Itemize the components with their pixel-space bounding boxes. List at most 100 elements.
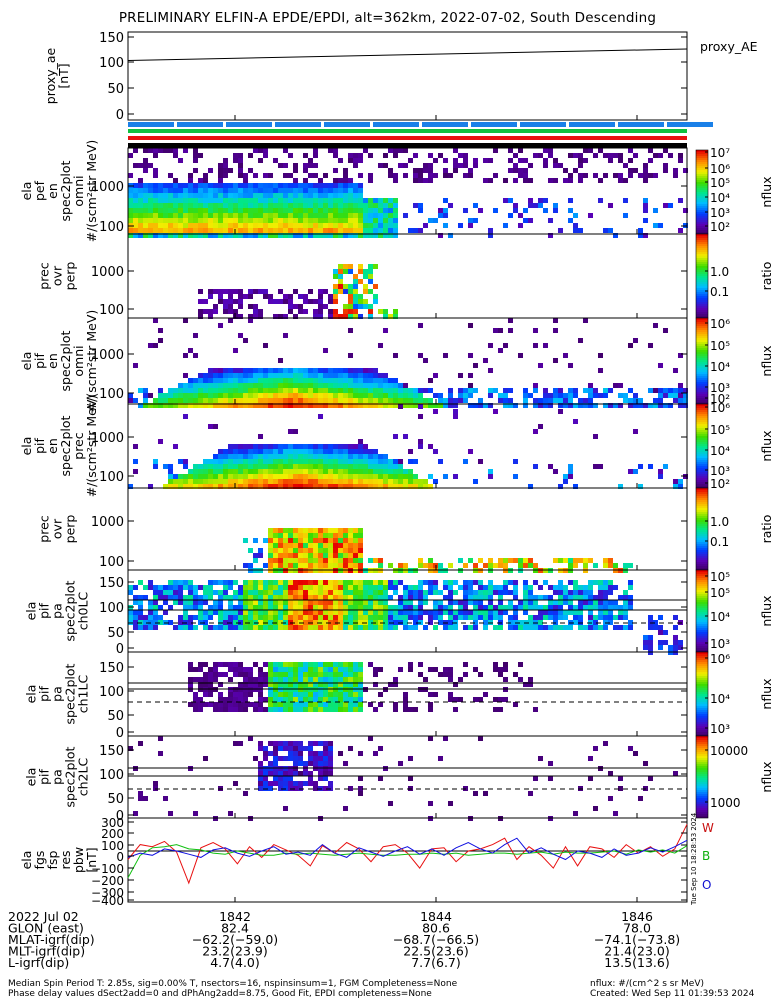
spectrogram-cell [188,203,193,208]
spectrogram-cell [293,459,298,464]
colorbar-cell [696,686,708,688]
spectrogram-cell [528,563,533,568]
spectrogram-cell [168,484,173,489]
spectrogram-cell [343,223,348,228]
spectrogram-cell [198,223,203,228]
spectrogram-cell [313,449,318,454]
spectrogram-cell [238,223,243,228]
spectrogram-cell [338,403,343,408]
colorbar-cell [696,346,708,348]
spectrogram-cell [373,299,378,304]
spectrogram-cell [188,223,193,228]
spectrogram-cell [303,388,308,393]
spectrogram-cell [503,558,508,563]
spectrogram-cell [383,403,388,408]
spectrogram-cell [343,558,348,563]
spectrogram-cell [568,178,573,183]
spectrogram-cell [263,368,268,373]
colorbar-cell [696,240,708,242]
spectrogram-cell [613,153,618,158]
spectrogram-cell [423,610,428,615]
spectrogram-cell [278,692,283,697]
spectrogram-cell [533,429,538,434]
spectrogram-cell [213,378,218,383]
spectrogram-cell [258,378,263,383]
spectrogram-cell [173,148,178,153]
spectrogram-cell [513,672,518,677]
spectrogram-cell [328,761,333,766]
spectrogram-cell [258,741,263,746]
colorbar-cell [696,340,708,342]
spectrogram-cell [208,610,213,615]
spectrogram-cell [588,615,593,620]
spectrogram-cell [323,682,328,687]
spectrogram-cell [318,625,323,630]
colorbar-cell [696,766,708,768]
colorbar-tick-label: 10⁵ [710,176,730,190]
spectrogram-cell [568,198,573,203]
spectrogram-cell [353,563,358,568]
colorbar-tick-label: 10⁶ [710,401,730,415]
spectrogram-cell [273,469,278,474]
spectrogram-cell [328,756,333,761]
spectrogram-cell [368,393,373,398]
spectrogram-cell [238,454,243,459]
spectrogram-cell [383,328,388,333]
spectrogram-cell [208,590,213,595]
footer-row-value: 23.2(23.9) [202,944,267,959]
spectrogram-cell [548,761,553,766]
spectrogram-cell [163,193,168,198]
spectrogram-cell [288,751,293,756]
colorbar-cell [696,392,708,394]
spectrogram-cell [298,543,303,548]
spectrogram-cell [128,173,133,178]
spectrogram-cell [348,383,353,388]
spectrogram-cell [223,585,228,590]
spectrogram-cell [438,672,443,677]
spectrogram-cell [353,304,358,309]
spectrogram-cell [258,610,263,615]
colorbar-cell [696,410,708,412]
spectrogram-cell [218,590,223,595]
spectrogram-cell [653,208,658,213]
spectrogram-cell [243,464,248,469]
spectrogram-cell [398,469,403,474]
spectrogram-cell [323,233,328,238]
spectrogram-cell [398,484,403,489]
spectrogram-cell [578,605,583,610]
spectrogram-cell [258,193,263,198]
spectrogram-cell [148,218,153,223]
spectrogram-cell [368,388,373,393]
spectrogram-cell [433,403,438,408]
spectrogram-cell [373,479,378,484]
spectrogram-cell [383,393,388,398]
y-tick-label: 100 [99,387,124,402]
spectrogram-cell [313,188,318,193]
spectrogram-cell [323,615,328,620]
spectrogram-cell [243,173,248,178]
spectrogram-cell [283,677,288,682]
spectrogram-cell [153,585,158,590]
spectrogram-cell [428,736,433,741]
spectrogram-cell [363,388,368,393]
colorbar-cell [696,664,708,666]
spectrogram-cell [243,338,248,343]
spectrogram-cell [198,484,203,489]
spectrogram-cell [128,228,133,233]
spectrogram-cell [238,610,243,615]
spectrogram-cell [288,213,293,218]
spectrogram-cell [623,615,628,620]
spectrogram-cell [208,585,213,590]
spectrogram-cell [243,454,248,459]
spectrogram-cell [588,148,593,153]
spectrogram-cell [128,203,133,208]
spectrogram-cell [348,373,353,378]
spectrogram-cell [223,373,228,378]
spectrogram-cell [248,403,253,408]
spectrogram-cell [288,203,293,208]
spectrogram-cell [263,203,268,208]
spectrogram-cell [603,153,608,158]
spectrogram-cell [358,299,363,304]
spectrogram-cell [203,299,208,304]
spectrogram-cell [363,605,368,610]
